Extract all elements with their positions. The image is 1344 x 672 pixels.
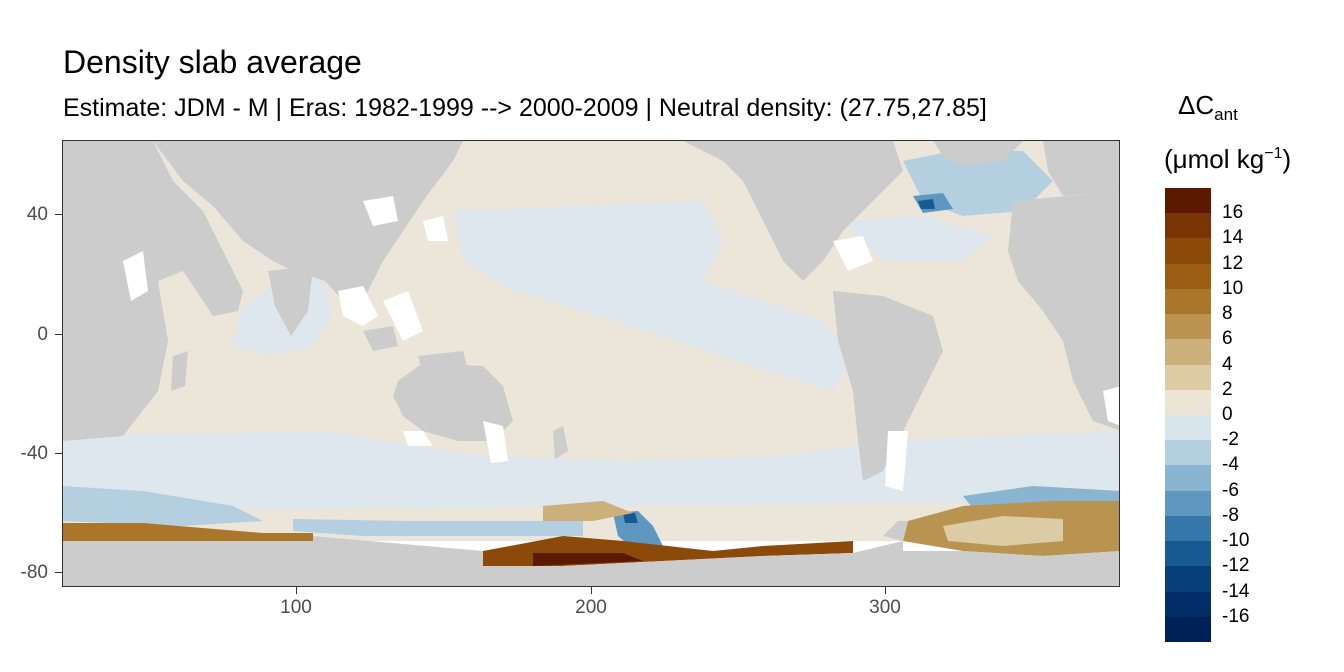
land-australia <box>393 363 513 441</box>
legend-label: 6 <box>1222 328 1233 350</box>
legend-swatch <box>1165 364 1211 391</box>
legend-swatch <box>1165 213 1211 239</box>
legend-swatch <box>1165 490 1211 517</box>
x-tick-label-200: 200 <box>575 597 607 618</box>
legend-swatch <box>1165 591 1211 618</box>
legend-swatch <box>1165 314 1211 340</box>
legend-swatch <box>1165 263 1211 290</box>
legend-label: -12 <box>1222 555 1250 577</box>
ocean-map <box>63 141 1119 586</box>
y-tick-mark <box>55 334 62 335</box>
southern-band-light-blue <box>63 486 263 526</box>
land-borneo <box>363 326 398 351</box>
x-tick-label-100: 100 <box>280 597 312 618</box>
land-africa <box>63 141 243 441</box>
legend-swatch <box>1165 616 1211 643</box>
x-tick-mark <box>885 587 886 594</box>
land-antarctica-weddell-wrap <box>903 551 1119 586</box>
land-greenland <box>933 141 1023 166</box>
legend-swatch <box>1165 465 1211 492</box>
x-tick-mark <box>591 587 592 594</box>
land-antarctica <box>63 536 483 586</box>
legend-label: -2 <box>1222 429 1239 451</box>
no-data-coastal <box>123 196 1119 491</box>
land-north-america <box>683 141 903 281</box>
legend-colorbar <box>1165 188 1211 643</box>
y-tick-label-minus-80: -80 <box>20 562 48 583</box>
legend-swatch <box>1165 515 1211 542</box>
legend-label: 8 <box>1222 303 1233 325</box>
legend-label: -4 <box>1222 454 1239 476</box>
legend-label: 10 <box>1222 277 1244 299</box>
ocean-field-north-atlantic-deep <box>918 199 935 209</box>
southern-band-east-blue <box>293 516 583 536</box>
antarctic-shelf-brown-west <box>63 523 313 541</box>
land-eurasia <box>153 141 463 301</box>
map-panel <box>62 140 1120 587</box>
legend-swatch <box>1165 188 1211 214</box>
legend-swatch <box>1165 238 1211 265</box>
y-tick-label-40: 40 <box>26 204 48 225</box>
land-africa-west-wrap <box>1008 191 1119 431</box>
legend-label: 4 <box>1222 353 1233 375</box>
y-tick-label-0: 0 <box>37 324 48 345</box>
plot-title: Density slab average <box>63 44 362 80</box>
x-tick-mark <box>296 587 297 594</box>
legend-label: 16 <box>1222 202 1244 224</box>
legend-label: -6 <box>1222 479 1239 501</box>
land-europe-wrap <box>1043 141 1119 196</box>
weddell-sea-inner <box>943 516 1063 546</box>
ross-sea-deep-blue <box>623 513 638 523</box>
ocean-field-southern-negative <box>63 431 1119 511</box>
antarctic-shelf-tan-ross <box>543 501 633 521</box>
land-masses <box>63 141 1119 586</box>
legend-label: 0 <box>1222 404 1233 425</box>
legend-swatch <box>1165 339 1211 366</box>
legend-swatch <box>1165 415 1211 441</box>
land-madagascar <box>171 351 188 391</box>
ocean-field-atlantic-negative <box>843 216 993 261</box>
legend-label: -8 <box>1222 504 1239 526</box>
legend-label: -16 <box>1222 605 1250 627</box>
legend-swatch <box>1165 389 1211 416</box>
legend-swatch <box>1165 440 1211 466</box>
y-tick-mark <box>55 572 62 573</box>
land-new-zealand <box>553 426 568 459</box>
legend-label: 2 <box>1222 378 1233 400</box>
land-antarctica-peninsula <box>883 521 908 541</box>
y-tick-mark <box>55 214 62 215</box>
land-south-america <box>833 291 943 481</box>
legend-label: 12 <box>1222 252 1244 274</box>
y-tick-mark <box>55 453 62 454</box>
x-tick-label-300: 300 <box>869 597 901 618</box>
legend-label: -14 <box>1222 580 1250 602</box>
legend-label: -10 <box>1222 530 1250 552</box>
legend-title: ΔCant <box>1178 90 1238 124</box>
land-india <box>268 266 313 336</box>
plot-subtitle: Estimate: JDM - M | Eras: 1982-1999 --> … <box>63 94 987 122</box>
legend-label: 14 <box>1222 227 1244 249</box>
legend-swatch <box>1165 288 1211 315</box>
ocean-field-pacific-negative <box>453 201 853 391</box>
y-tick-label-minus-40: -40 <box>20 443 48 464</box>
legend-unit: (μmol kg−1) <box>1164 144 1292 174</box>
legend-swatch <box>1165 566 1211 593</box>
legend-swatch <box>1165 541 1211 567</box>
land-antarctica-east <box>483 541 903 586</box>
antarctic-shelf-brown-ross-deep <box>533 553 643 566</box>
